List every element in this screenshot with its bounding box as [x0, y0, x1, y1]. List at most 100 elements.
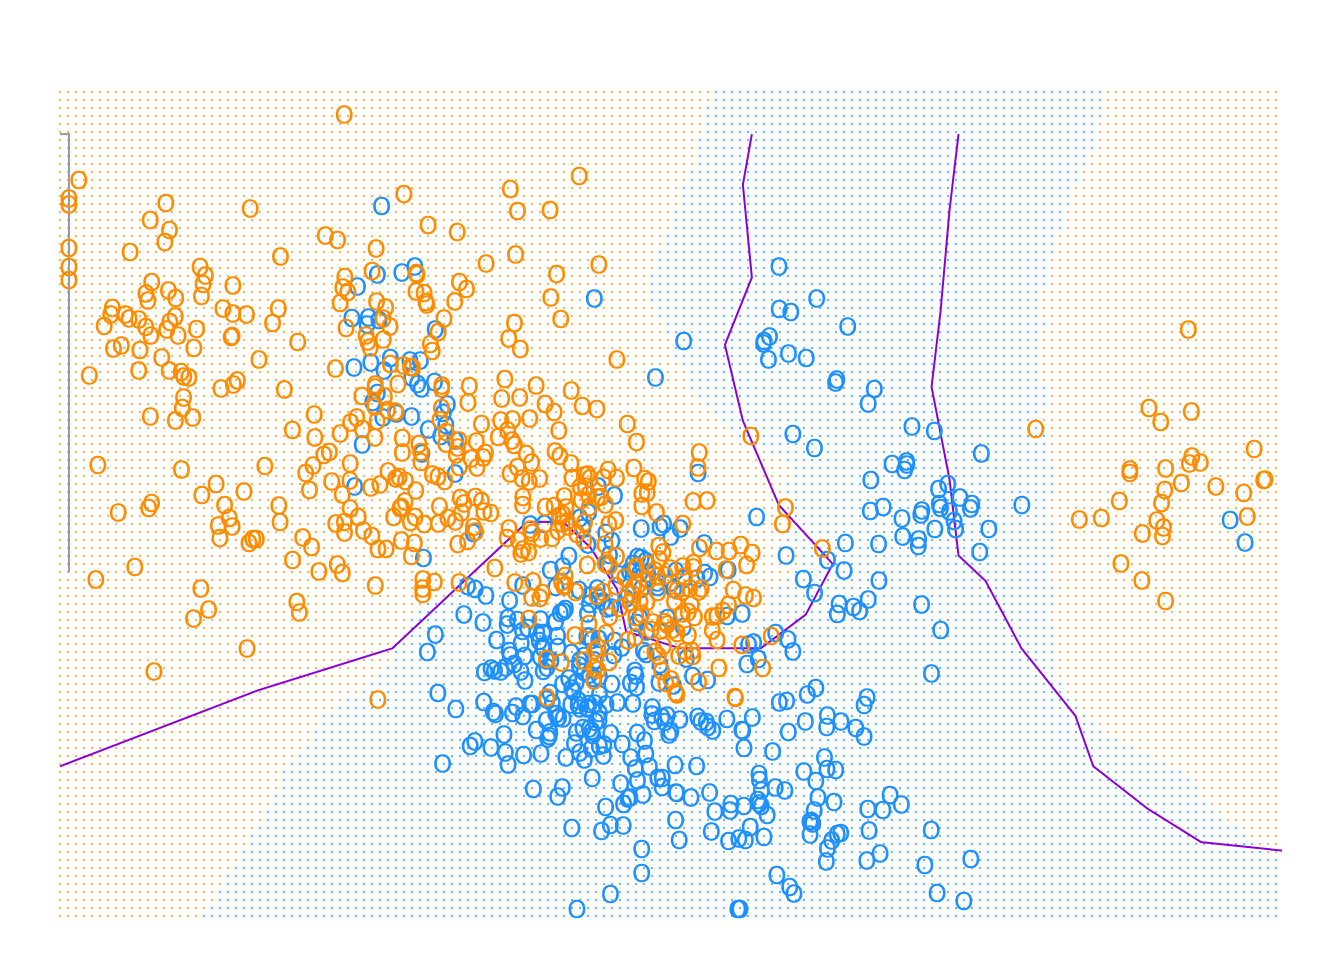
grid-dot	[130, 666, 134, 670]
grid-dot	[282, 898, 286, 902]
grid-dot	[106, 906, 110, 910]
grid-dot	[330, 650, 334, 654]
grid-dot	[154, 266, 158, 270]
grid-dot	[138, 794, 142, 798]
grid-dot	[114, 466, 118, 470]
grid-dot	[218, 218, 222, 222]
grid-dot	[74, 266, 78, 270]
grid-dot	[82, 490, 86, 494]
grid-dot	[426, 762, 430, 766]
grid-dot	[394, 898, 398, 902]
grid-dot	[194, 474, 198, 478]
grid-dot	[234, 890, 238, 894]
grid-dot	[274, 410, 278, 414]
grid-dot	[106, 570, 110, 574]
grid-dot	[218, 610, 222, 614]
grid-dot	[154, 90, 158, 94]
grid-dot	[170, 154, 174, 158]
grid-dot	[266, 146, 270, 150]
grid-dot	[90, 394, 94, 398]
grid-dot	[314, 778, 318, 782]
grid-dot	[274, 690, 278, 694]
grid-dot	[314, 370, 318, 374]
grid-dot	[274, 138, 278, 142]
grid-dot	[90, 114, 94, 118]
grid-dot	[242, 338, 246, 342]
grid-dot	[58, 130, 62, 134]
grid-dot	[234, 458, 238, 462]
grid-dot	[242, 858, 246, 862]
grid-dot	[266, 786, 270, 790]
grid-dot	[314, 714, 318, 718]
grid-dot	[394, 690, 398, 694]
grid-dot	[114, 578, 118, 582]
grid-dot	[330, 786, 334, 790]
grid-dot	[426, 746, 430, 750]
grid-dot	[146, 466, 150, 470]
grid-dot	[170, 642, 174, 646]
grid-dot	[74, 130, 78, 134]
grid-dot	[202, 146, 206, 150]
grid-dot	[122, 466, 126, 470]
grid-dot	[218, 858, 222, 862]
grid-dot	[282, 234, 286, 238]
grid-dot	[58, 874, 62, 878]
grid-dot	[370, 642, 374, 646]
grid-dot	[186, 258, 190, 262]
grid-dot	[258, 378, 262, 382]
grid-dot	[106, 514, 110, 518]
grid-dot	[314, 346, 318, 350]
grid-dot	[266, 722, 270, 726]
grid-dot	[106, 642, 110, 646]
grid-dot	[146, 850, 150, 854]
grid-dot	[154, 602, 158, 606]
grid-dot	[202, 186, 206, 190]
grid-dot	[66, 738, 70, 742]
grid-dot	[146, 370, 150, 374]
grid-dot	[98, 554, 102, 558]
grid-dot	[354, 250, 358, 254]
grid-dot	[266, 858, 270, 862]
grid-dot	[234, 610, 238, 614]
grid-dot	[122, 98, 126, 102]
grid-dot	[290, 458, 294, 462]
grid-dot	[338, 778, 342, 782]
grid-dot	[426, 730, 430, 734]
grid-dot	[122, 834, 126, 838]
grid-dot	[282, 626, 286, 630]
grid-dot	[154, 258, 158, 262]
grid-dot	[434, 714, 438, 718]
grid-dot	[258, 786, 262, 790]
grid-dot	[234, 682, 238, 686]
grid-dot	[114, 298, 118, 302]
grid-dot	[186, 658, 190, 662]
grid-dot	[266, 882, 270, 886]
grid-dot	[122, 234, 126, 238]
grid-dot	[258, 794, 262, 798]
grid-dot	[74, 362, 78, 366]
grid-dot	[178, 514, 182, 518]
grid-dot	[394, 858, 398, 862]
grid-dot	[226, 442, 230, 446]
grid-dot	[170, 274, 174, 278]
grid-dot	[362, 106, 366, 110]
grid-dot	[178, 770, 182, 774]
grid-dot	[114, 474, 118, 478]
grid-dot	[266, 426, 270, 430]
grid-dot	[418, 714, 422, 718]
grid-dot	[130, 538, 134, 542]
grid-dot	[234, 202, 238, 206]
grid-dot	[258, 442, 262, 446]
grid-dot	[138, 218, 142, 222]
grid-dot	[226, 746, 230, 750]
grid-dot	[250, 562, 254, 566]
grid-dot	[338, 346, 342, 350]
grid-dot	[170, 426, 174, 430]
grid-dot	[314, 178, 318, 182]
grid-dot	[234, 570, 238, 574]
grid-dot	[146, 530, 150, 534]
grid-dot	[338, 906, 342, 910]
grid-dot	[314, 514, 318, 518]
grid-dot	[138, 842, 142, 846]
grid-dot	[338, 666, 342, 670]
